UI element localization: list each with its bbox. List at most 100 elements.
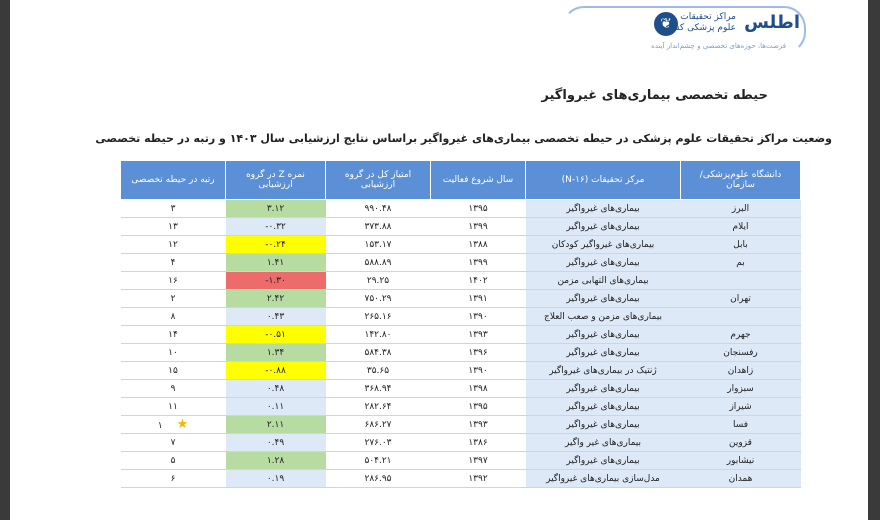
cell-rank: ۵ bbox=[120, 451, 226, 470]
cell-rank-text: ۸ bbox=[170, 311, 176, 322]
table-row: بیماری‌های التهابی مزمن ۱۴۰۲ ۲۹.۲۵ ۱.۳۰- ۱۶ bbox=[120, 271, 801, 290]
cell-university-text: شیراز bbox=[729, 401, 752, 412]
cell-start-year: ۱۳۹۱ bbox=[430, 289, 526, 308]
cell-center-text: بیماری‌های غیرواگیر bbox=[566, 257, 640, 268]
cell-z-score-text: ۲.۴۲ bbox=[266, 293, 285, 304]
page-title: حیطه تخصصی بیماری‌های غیرواگیر bbox=[541, 88, 768, 103]
table-body: البرز بیماری‌های غیرواگیر ۱۳۹۵ ۹۹۰.۴۸ ۳.۱۲ ۳ ا… bbox=[120, 199, 801, 488]
cell-center: بیماری‌های غیرواگیر bbox=[525, 379, 681, 398]
cell-rank-text: ۱۳ bbox=[168, 221, 178, 232]
cell-university: رفسنجان bbox=[680, 343, 801, 362]
cell-total-score-text: ۵۰۴.۲۱ bbox=[364, 455, 392, 466]
cell-center-text: ژنتیک در بیماری‌های غیرواگیر bbox=[549, 365, 657, 376]
cell-center-text: بیماری‌های غیرواگیر bbox=[566, 293, 640, 304]
cell-z-score: ۱.۳۰- bbox=[225, 271, 326, 290]
cell-university-text: ایلام bbox=[732, 221, 749, 232]
cell-center: ژنتیک در بیماری‌های غیرواگیر bbox=[525, 361, 681, 380]
logo-subtitle-line2: علوم پزشکی کشور bbox=[662, 23, 736, 33]
cell-start-year-text: ۱۳۸۸ bbox=[468, 239, 488, 250]
cell-total-score-text: ۳۷۳.۸۸ bbox=[364, 221, 392, 232]
cell-z-score-text: ۰.۴۳ bbox=[266, 311, 285, 322]
cell-z-score-text: ۱.۲۸ bbox=[266, 455, 285, 466]
cell-rank: ۶ bbox=[120, 469, 226, 488]
cell-center: بیماری‌های غیرواگیر bbox=[525, 325, 681, 344]
cell-rank: ۱۵ bbox=[120, 361, 226, 380]
cell-start-year-text: ۱۳۹۰ bbox=[468, 365, 488, 376]
table-row: بیماری‌های مزمن و صعب العلاج ۱۳۹۰ ۲۶۵.۱۶ ۰.… bbox=[120, 307, 801, 326]
cell-university: تهران bbox=[680, 289, 801, 308]
cell-total-score: ۲۸۶.۹۵ bbox=[325, 469, 431, 488]
cell-rank: ۱۰ bbox=[120, 343, 226, 362]
cell-university: شیراز bbox=[680, 397, 801, 416]
cell-center-text: مدل‌سازی بیماری‌های غیرواگیر bbox=[546, 473, 660, 484]
cell-rank-text: ۶ bbox=[170, 473, 176, 484]
cell-start-year: ۱۳۹۲ bbox=[430, 469, 526, 488]
cell-z-score-text: ۳.۱۲ bbox=[266, 203, 285, 214]
cell-rank: ★۱ bbox=[120, 415, 226, 434]
cell-start-year: ۱۳۹۵ bbox=[430, 199, 526, 218]
col-start-year: سال شروع فعالیت bbox=[430, 160, 526, 200]
cell-start-year: ۱۳۸۸ bbox=[430, 235, 526, 254]
cell-start-year-text: ۱۳۹۱ bbox=[468, 293, 488, 304]
cell-z-score-text: ۰.۸۸- bbox=[265, 365, 286, 376]
cell-total-score-text: ۱۴۲.۸۰ bbox=[364, 329, 392, 340]
cell-start-year-text: ۱۳۹۲ bbox=[468, 473, 488, 484]
table-row: زاهدان ژنتیک در بیماری‌های غیرواگیر ۱۳۹۰ ۳۵… bbox=[120, 361, 801, 380]
cell-rank-text: ۱۴ bbox=[168, 329, 178, 340]
cell-center-text: بیماری‌های غیرواگیر bbox=[566, 383, 640, 394]
cell-z-score: ۰.۱۹ bbox=[225, 469, 326, 488]
cell-start-year: ۱۴۰۲ bbox=[430, 271, 526, 290]
cell-total-score: ۲۶۵.۱۶ bbox=[325, 307, 431, 326]
cell-rank: ۴ bbox=[120, 253, 226, 272]
cell-total-score: ۹۹۰.۴۸ bbox=[325, 199, 431, 218]
table-row: فسا بیماری‌های غیرواگیر ۱۳۹۳ ۶۸۶.۲۷ ۲.۱۱ ★۱ bbox=[120, 415, 801, 434]
star-icon: ★ bbox=[176, 417, 189, 432]
document-page: اطلس مراکز تحقیقات علوم پزشکی کشور ❦ فرص… bbox=[10, 0, 868, 520]
cell-center: بیماری‌های غیرواگیر bbox=[525, 253, 681, 272]
screen-edge bbox=[874, 0, 880, 520]
cell-university bbox=[680, 307, 801, 326]
cell-z-score: ۰.۴۳ bbox=[225, 307, 326, 326]
cell-z-score: ۰.۵۱- bbox=[225, 325, 326, 344]
cell-university-text: جهرم bbox=[730, 329, 751, 340]
table-row: نیشابور بیماری‌های غیرواگیر ۱۳۹۷ ۵۰۴.۲۱ ۱.۲۸… bbox=[120, 451, 801, 470]
cell-total-score: ۲۸۲.۶۴ bbox=[325, 397, 431, 416]
cell-rank-text: ۷ bbox=[170, 437, 176, 448]
cell-start-year: ۱۳۹۶ bbox=[430, 343, 526, 362]
cell-university-text: رفسنجان bbox=[723, 347, 758, 358]
cell-university-text: زاهدان bbox=[727, 365, 754, 376]
cell-total-score: ۱۴۲.۸۰ bbox=[325, 325, 431, 344]
table-row: رفسنجان بیماری‌های غیرواگیر ۱۳۹۶ ۵۸۴.۳۸ ۱.۳۴… bbox=[120, 343, 801, 362]
cell-center: بیماری‌های غیرواگیر bbox=[525, 415, 681, 434]
cell-rank: ۱۴ bbox=[120, 325, 226, 344]
cell-start-year-text: ۱۳۹۹ bbox=[468, 257, 488, 268]
cell-start-year-text: ۱۳۹۳ bbox=[468, 329, 488, 340]
cell-center: بیماری‌های غیرواگیر bbox=[525, 217, 681, 236]
table-row: تهران بیماری‌های غیرواگیر ۱۳۹۱ ۷۵۰.۲۹ ۲.۴۲ ۲ bbox=[120, 289, 801, 308]
cell-total-score: ۳۵.۶۵ bbox=[325, 361, 431, 380]
cell-center-text: بیماری‌های التهابی مزمن bbox=[557, 275, 649, 286]
cell-start-year-text: ۱۳۹۷ bbox=[468, 455, 488, 466]
cell-university-text: نیشابور bbox=[726, 455, 755, 466]
cell-z-score-text: ۰.۳۲- bbox=[265, 221, 286, 232]
cell-z-score-text: ۰.۵۱- bbox=[265, 329, 286, 340]
cell-total-score-text: ۱۵۳.۱۷ bbox=[364, 239, 392, 250]
col-university: دانشگاه علوم‌پزشکی/ سازمان bbox=[680, 160, 801, 200]
cell-start-year-text: ۱۳۹۶ bbox=[468, 347, 488, 358]
cell-center: بیماری‌های غیرواگیر کودکان bbox=[525, 235, 681, 254]
cell-z-score: ۱.۲۸ bbox=[225, 451, 326, 470]
cell-rank-text: ۵ bbox=[170, 455, 176, 466]
cell-z-score-text: ۰.۴۹ bbox=[266, 437, 285, 448]
cell-z-score-text: ۱.۴۱ bbox=[266, 257, 285, 268]
cell-start-year-text: ۱۴۰۲ bbox=[468, 275, 488, 286]
cell-start-year: ۱۳۹۵ bbox=[430, 397, 526, 416]
cell-start-year: ۱۳۹۳ bbox=[430, 415, 526, 434]
cell-z-score-text: ۰.۲۴- bbox=[265, 239, 286, 250]
cell-university bbox=[680, 271, 801, 290]
cell-university: همدان bbox=[680, 469, 801, 488]
cell-z-score: ۲.۱۱ bbox=[225, 415, 326, 434]
cell-z-score: ۰.۴۹ bbox=[225, 433, 326, 452]
cell-rank: ۱۲ bbox=[120, 235, 226, 254]
cell-z-score: ۳.۱۲ bbox=[225, 199, 326, 218]
cell-center-text: بیماری‌های غیرواگیر bbox=[566, 455, 640, 466]
